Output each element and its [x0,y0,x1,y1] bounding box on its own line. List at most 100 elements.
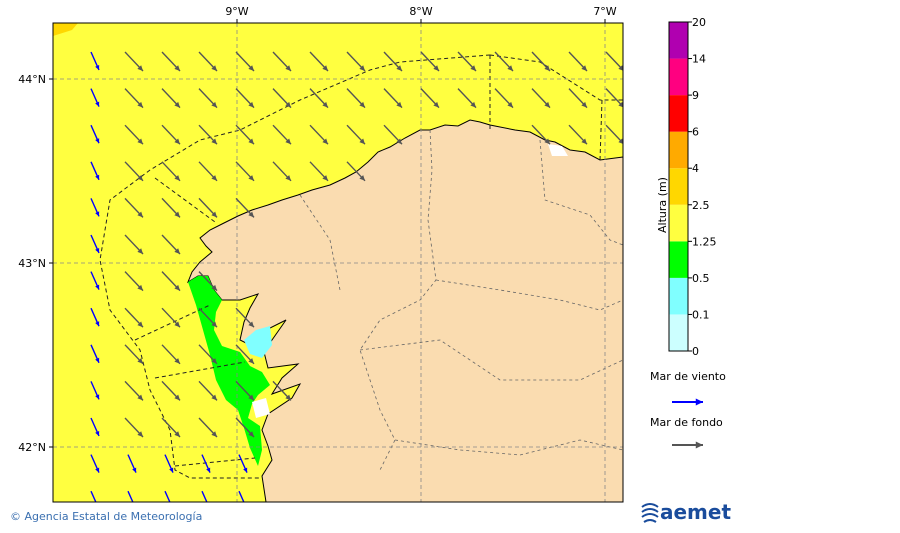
swell-arrow [124,380,144,401]
arrow-head [507,101,513,108]
swell-arrow [383,51,403,72]
lon-label: 8°W [409,5,432,18]
colorbar-band [669,58,688,96]
swell-arrow [272,380,292,401]
arrow-head [544,138,550,145]
swell-arrow [124,51,144,72]
swell-arrow [272,161,292,182]
arrow-head [248,431,254,437]
colorbar-frame [668,21,689,352]
swell-arrow [198,417,218,438]
wind-sea-arrow [90,307,100,327]
arrow-head [211,65,217,71]
swell-arrow [161,417,181,438]
legend-wind-arrow [672,398,703,406]
swell-arrow [568,51,588,72]
swell-arrow [346,124,366,145]
arrow-head [95,431,100,436]
colorbar-band [669,277,688,315]
colorbar-label: 14 [692,53,706,66]
swell-arrow [346,88,366,109]
swell-arrow [383,88,403,109]
swell-arrow [124,307,144,328]
swell-arrow [161,344,181,365]
arrow-shaft [164,490,171,502]
arrow-head [322,175,328,181]
swell-arrow [198,380,218,401]
arrow-head [470,101,476,108]
arrow-head [95,174,100,180]
swell-arrow [161,271,181,292]
arrow-head [618,101,623,108]
legend-label: Mar de viento [650,370,726,383]
arrow-head [211,394,217,401]
arrow-head [174,394,180,401]
arrow-head [95,65,100,70]
colorbar-label: 0 [692,345,699,358]
arrow-head [137,101,143,108]
lat-label: 44°N [18,73,46,86]
colorbar-label: 6 [692,126,699,139]
swell-arrow [494,51,514,72]
swell-arrow [124,271,144,292]
colorbar: 0 0.1 0.5 1.25 2.5 4 6 9 14 20 [668,16,717,358]
swell-arrow [198,88,218,109]
arrow-head [248,321,254,328]
colorbar-label: 1.25 [692,235,717,248]
wind-sea-arrow [90,344,100,364]
swell-arrow [235,51,255,72]
colorbar-band [669,204,688,242]
arrow-head [470,65,476,71]
arrow-head [206,504,210,509]
swell-arrow [124,197,144,218]
swell-arrow [457,88,477,109]
arrow-head [322,138,328,145]
colorbar-label: 0.1 [692,308,710,321]
swell-arrow [124,124,144,145]
swell-arrow [161,161,181,182]
lat-label: 42°N [18,441,46,454]
swell-arrow [605,88,623,108]
arrow-head [211,431,217,437]
swell-arrow [235,124,255,145]
colorbar-band [669,95,688,132]
arrow-head [243,504,247,509]
arrow-head [95,138,100,144]
swell-arrow [272,88,292,109]
arrow-head [544,65,550,71]
logo-text: aemet [660,500,731,524]
lat-label: 43°N [18,257,46,270]
coastal-band [188,276,270,466]
arrow-head [285,394,291,401]
wind-sea-arrow [90,381,100,400]
swell-arrow [161,88,181,109]
map-axes: 9°W 8°W 7°W 44°N 43°N 42°N [18,5,617,454]
arrow-head [211,175,217,181]
colorbar-label: 4 [692,162,699,175]
arrow-head [248,394,254,401]
arrow-head [137,358,143,364]
arrow-head [132,467,137,473]
wind-sea-arrow [90,271,100,290]
wind-sea-arrow [238,454,248,473]
arrow-head [248,65,254,71]
swell-arrow [568,88,588,109]
arrow-head [618,138,623,144]
swell-arrow [198,307,218,328]
swell-arrow [383,124,403,145]
arrow-head [285,138,291,145]
arrow-head [285,101,291,108]
colorbar-band [669,314,688,351]
swell-arrow [420,51,440,72]
arrow-head [248,175,254,181]
arrow-head [695,398,703,406]
arrow-head [211,284,217,291]
legend-swell-arrow [672,441,703,449]
arrow-head [581,65,587,71]
arrow-head [95,357,100,363]
swell-arrow [235,88,255,109]
swell-arrow [198,271,218,292]
swell-arrow [494,88,514,109]
wind-sea-arrow [127,454,137,473]
